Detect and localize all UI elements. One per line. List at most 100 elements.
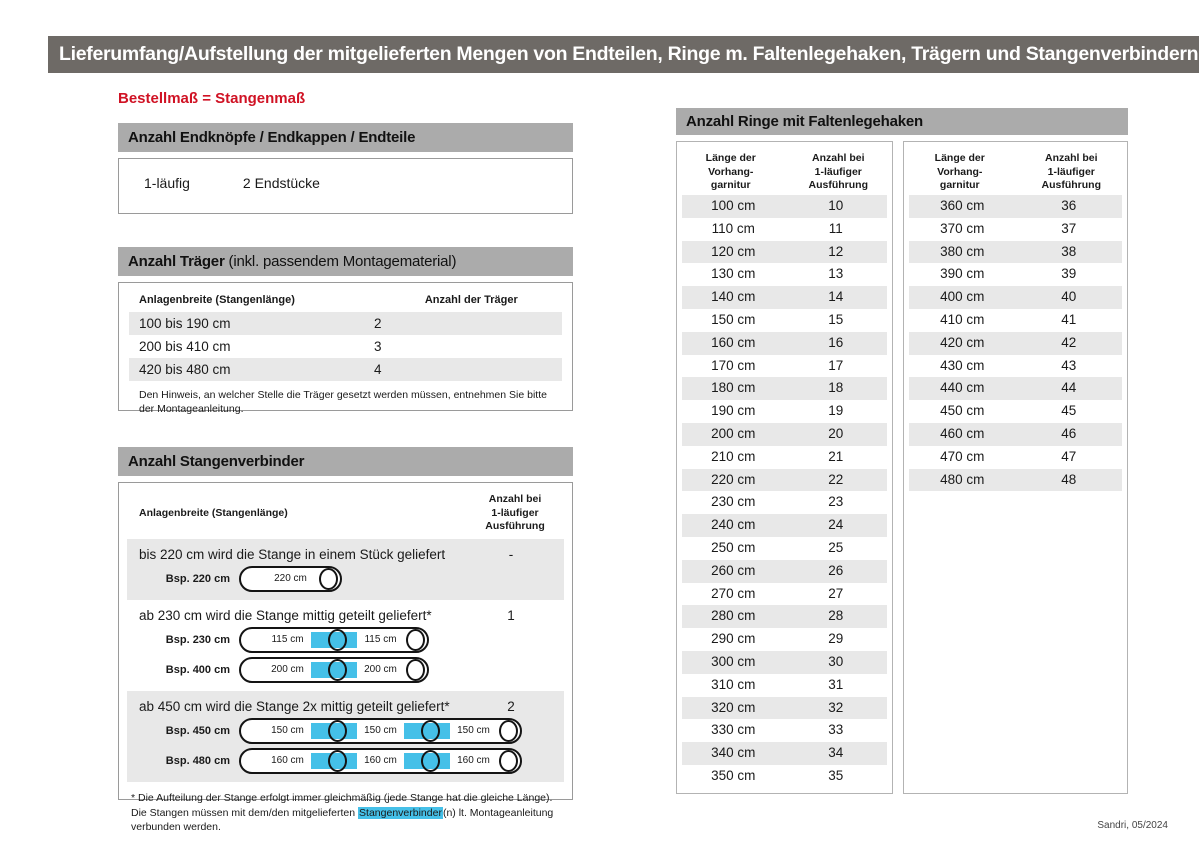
traeger-col2-header: Anzahl der Träger [424,294,518,306]
rod-endcap-ellipse [499,750,518,772]
table-row: 310 cm 31 [682,674,887,697]
table-row: 380 cm 38 [909,240,1122,264]
table-row: 220 cm 22 [682,468,887,492]
ring-count: 16 [828,334,844,350]
table-row: 160 cm 16 [682,331,887,355]
section-header-endteile-label: Anzahl Endknöpfe / Endkappen / Endteile [128,129,416,146]
garnitur-length: 340 cm [711,745,756,761]
ring-count: 48 [1061,471,1077,487]
ring-count: 45 [1061,403,1077,419]
traeger-count: 3 [374,339,382,354]
rod-segment-length: 150 cm [457,725,490,736]
ringe-table-2: Länge der Vorhang- garnitur Anzahl bei 1… [903,141,1128,794]
ring-count: 11 [828,220,843,236]
garnitur-length: 460 cm [940,425,985,441]
garnitur-length: 200 cm [711,425,756,441]
table-row: 210 cm 21 [682,446,887,469]
ring-count: 46 [1061,425,1077,441]
table-row: 420 bis 480 cm 4 [129,358,562,381]
footnote-highlight: Stangenverbinder [358,806,443,819]
table-row: 130 cm 13 [682,263,887,286]
garnitur-length: 480 cm [940,471,985,487]
garnitur-length: 220 cm [711,471,756,487]
verbinder-footnote: * Die Aufteilung der Stange erfolgt imme… [119,782,572,835]
curtain-rod-diagram: 200 cm 200 cm [239,657,429,683]
garnitur-length: 120 cm [711,243,756,259]
table-row: 290 cm 29 [682,628,887,651]
ring-count: 29 [828,631,844,647]
table-row: 240 cm 24 [682,514,887,537]
verbinder-rule-text: bis 220 cm wird die Stange in einem Stüc… [139,547,446,562]
garnitur-length: 280 cm [711,608,756,624]
garnitur-length: 230 cm [711,494,756,510]
garnitur-length: 210 cm [711,448,756,464]
table-row: 350 cm 35 [682,765,887,788]
table-row: 470 cm 47 [909,446,1122,469]
rod-segment-length: 200 cm [364,664,397,675]
ringe-table-2-rows: 360 cm 36 370 cm 37 380 cm 38 390 cm 39 400 cm 40… [904,195,1127,492]
ring-count: 34 [828,745,844,761]
section-header-ringe-label: Anzahl Ringe mit Faltenlegehaken [686,113,923,130]
verbinder-table-header: Anlagenbreite (Stangenlänge) Anzahl bei … [119,483,572,539]
page-title: Lieferumfang/Aufstellung der mitgeliefer… [59,43,1200,65]
table-row: 260 cm 26 [682,559,887,583]
garnitur-length: 130 cm [711,266,756,282]
garnitur-length: 450 cm [940,403,985,419]
verbinder-group-3: ab 450 cm wird die Stange 2x mittig gete… [127,691,564,782]
rod-junction-ellipse [420,720,440,742]
ringe-table-1-header: Länge der Vorhang- garnitur Anzahl bei 1… [677,142,892,195]
rod-diagram-row: Bsp. 230 cm 115 cm 115 cm [127,625,564,655]
garnitur-length: 170 cm [711,357,756,373]
ring-count: 42 [1061,334,1077,350]
garnitur-length: 350 cm [711,767,756,783]
table-row: 280 cm 28 [682,605,887,629]
curtain-rod-diagram: 160 cm 160 cm 160 cm [239,748,522,774]
ringe-col2-header: Anzahl bei 1-läufiger Ausführung [808,152,869,191]
ring-count: 33 [828,722,844,738]
garnitur-length: 250 cm [711,539,756,555]
rod-diagram-row: Bsp. 400 cm 200 cm 200 cm [127,655,564,685]
curtain-rod-diagram: 220 cm [239,566,342,592]
section-header-traeger-rest: (inkl. passendem Montagematerial) [224,253,457,270]
garnitur-length: 320 cm [711,699,756,715]
table-row: 250 cm 25 [682,537,887,560]
rod-junction-ellipse [327,720,347,742]
ringe-col2-header: Anzahl bei 1-läufiger Ausführung [1041,152,1102,191]
table-row: 480 cm 48 [909,468,1122,492]
traeger-note: Den Hinweis, an welcher Stelle die Träge… [139,389,547,415]
ring-count: 28 [828,608,844,624]
rod-endcap-ellipse [319,568,338,590]
table-row: 100 bis 190 cm 2 [129,312,562,335]
table-row: 420 cm 42 [909,331,1122,355]
rod-junction-ellipse [327,750,347,772]
table-row: 440 cm 44 [909,377,1122,401]
rod-diagram-row: Bsp. 480 cm 160 cm 160 cm 160 cm [127,746,564,776]
table-row: 460 cm 46 [909,422,1122,446]
rod-example-label: Bsp. 220 cm [165,573,230,585]
garnitur-length: 410 cm [940,311,985,327]
section-header-verbinder-label: Anzahl Stangenverbinder [128,453,305,470]
ringe-table-2-header: Länge der Vorhang- garnitur Anzahl bei 1… [904,142,1127,195]
rod-diagram-row: Bsp. 450 cm 150 cm 150 cm 150 cm [127,716,564,746]
verbinder-count: 1 [507,608,515,623]
ring-count: 25 [828,539,844,555]
ring-count: 24 [828,517,844,533]
verbinder-count: - [508,547,514,562]
ring-count: 18 [828,380,844,396]
endteile-box: 1-läufig 2 Endstücke [118,158,573,214]
traeger-range: 200 bis 410 cm [139,339,231,354]
rod-diagrams: Bsp. 230 cm 115 cm 115 cm Bsp. 400 cm 200 cm… [127,625,564,685]
section-header-traeger: Anzahl Träger (inkl. passendem Montagema… [118,247,573,276]
table-row: 410 cm 41 [909,309,1122,332]
ring-count: 23 [828,494,844,510]
verbinder-group-1: bis 220 cm wird die Stange in einem Stüc… [127,539,564,600]
garnitur-length: 190 cm [711,403,756,419]
ring-count: 35 [828,767,844,783]
rod-example-label: Bsp. 450 cm [165,725,230,737]
table-row: 190 cm 19 [682,400,887,423]
ringe-table-1: Länge der Vorhang- garnitur Anzahl bei 1… [676,141,893,794]
ring-count: 44 [1061,380,1077,396]
rod-example-label: Bsp. 230 cm [165,634,230,646]
verbinder-rule-text: ab 230 cm wird die Stange mittig geteilt… [139,608,432,623]
section-header-endteile: Anzahl Endknöpfe / Endkappen / Endteile [118,123,573,152]
